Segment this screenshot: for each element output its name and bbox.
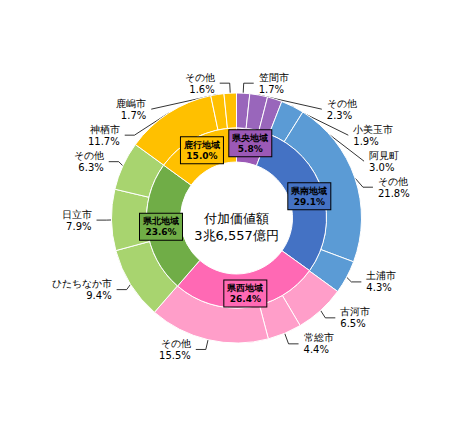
svg-text:23.6%: 23.6% [145,227,176,237]
svg-text:6.3%: 6.3% [78,162,103,173]
svg-text:笠間市: 笠間市 [259,72,289,83]
svg-text:阿見町: 阿見町 [369,150,399,161]
svg-text:その他: その他 [161,338,191,349]
svg-text:3兆6,557億円: 3兆6,557億円 [194,228,279,243]
svg-text:4.4%: 4.4% [304,344,329,355]
svg-text:その他: その他 [185,72,215,83]
svg-text:その他: その他 [74,150,104,161]
svg-text:26.4%: 26.4% [230,294,261,304]
svg-text:日立市: 日立市 [62,209,92,220]
svg-text:1.7%: 1.7% [121,110,146,121]
svg-text:県南地域: 県南地域 [290,186,327,196]
svg-text:県西地域: 県西地域 [226,283,263,293]
svg-text:県北地域: 県北地域 [142,216,179,226]
svg-text:鹿行地域: 鹿行地域 [183,140,220,150]
svg-text:29.1%: 29.1% [294,197,325,207]
svg-text:その他: その他 [378,176,408,187]
svg-text:21.8%: 21.8% [378,188,410,199]
svg-text:7.9%: 7.9% [66,221,91,232]
svg-text:15.5%: 15.5% [159,350,191,361]
svg-text:ひたちなか市: ひたちなか市 [52,278,112,289]
svg-text:11.7%: 11.7% [88,136,120,147]
svg-text:6.5%: 6.5% [340,318,365,329]
svg-text:1.9%: 1.9% [353,136,378,147]
svg-text:4.3%: 4.3% [366,282,391,293]
svg-text:神栖市: 神栖市 [90,124,120,135]
svg-text:5.8%: 5.8% [238,144,263,154]
svg-text:付加価値額: 付加価値額 [203,211,269,226]
svg-text:常総市: 常総市 [304,332,334,343]
svg-text:小美玉市: 小美玉市 [353,124,393,135]
svg-text:その他: その他 [327,98,357,109]
svg-text:2.3%: 2.3% [327,110,352,121]
svg-text:県央地域: 県央地域 [231,133,268,143]
svg-text:古河市: 古河市 [340,306,370,317]
svg-text:1.6%: 1.6% [189,84,214,95]
svg-text:9.4%: 9.4% [86,290,111,301]
svg-text:鹿嶋市: 鹿嶋市 [116,98,146,109]
svg-text:1.7%: 1.7% [259,84,284,95]
svg-text:15.0%: 15.0% [186,151,217,161]
svg-text:土浦市: 土浦市 [366,270,396,281]
svg-text:3.0%: 3.0% [369,162,394,173]
